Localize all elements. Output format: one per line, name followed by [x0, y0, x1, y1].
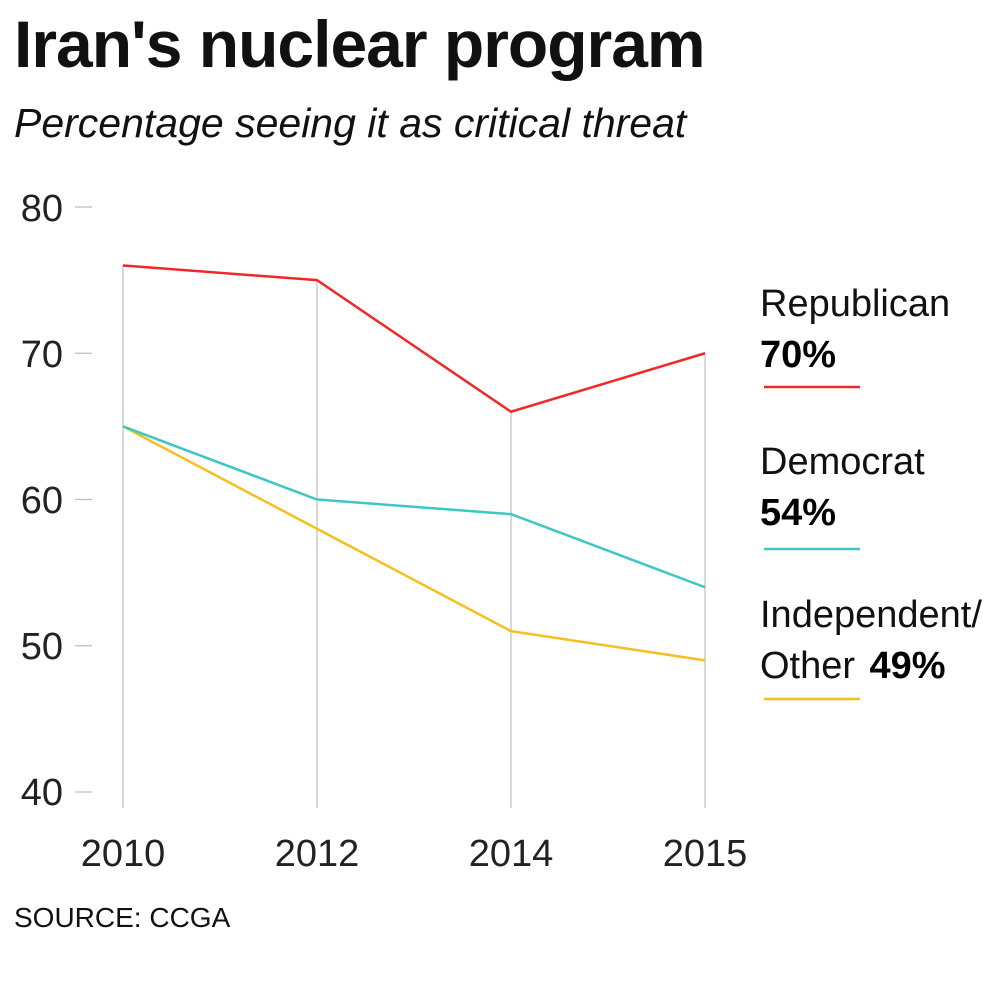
- x-axis-ticks: 2010 2012 2014 2015: [81, 833, 748, 875]
- series-line-independent: [122, 425, 706, 662]
- series-line-republican: [122, 264, 706, 414]
- grid-lines: [122, 265, 706, 808]
- chart-title: Iran's nuclear program: [14, 7, 706, 81]
- x-tick-label: 2014: [469, 833, 554, 875]
- legend: Republican 70% Democrat 54% Independent/…: [760, 283, 982, 701]
- legend-democrat-value: 54%: [760, 492, 836, 534]
- legend-independent-line2: Other 49%: [760, 645, 946, 687]
- legend-republican-name: Republican: [760, 283, 950, 325]
- y-axis-ticks: 80 70 60 50 40: [21, 188, 92, 814]
- series-lines: [122, 264, 706, 662]
- y-tick-label: 80: [21, 188, 63, 230]
- y-tick-label: 50: [21, 626, 63, 668]
- y-tick-label: 40: [21, 772, 63, 814]
- y-tick-label: 60: [21, 480, 63, 522]
- series-line-democrat: [122, 425, 706, 589]
- legend-independent-value: 49%: [870, 645, 946, 687]
- y-tick-label: 70: [21, 334, 63, 376]
- legend-republican-value: 70%: [760, 334, 836, 376]
- x-tick-label: 2015: [663, 833, 748, 875]
- source-note: SOURCE: CCGA: [14, 902, 231, 933]
- legend-democrat-name: Democrat: [760, 441, 925, 483]
- legend-independent-name-2: Other: [760, 645, 855, 687]
- legend-independent-name: Independent/: [760, 594, 982, 636]
- x-tick-label: 2010: [81, 833, 166, 875]
- chart-subtitle: Percentage seeing it as critical threat: [14, 100, 687, 146]
- x-tick-label: 2012: [275, 833, 360, 875]
